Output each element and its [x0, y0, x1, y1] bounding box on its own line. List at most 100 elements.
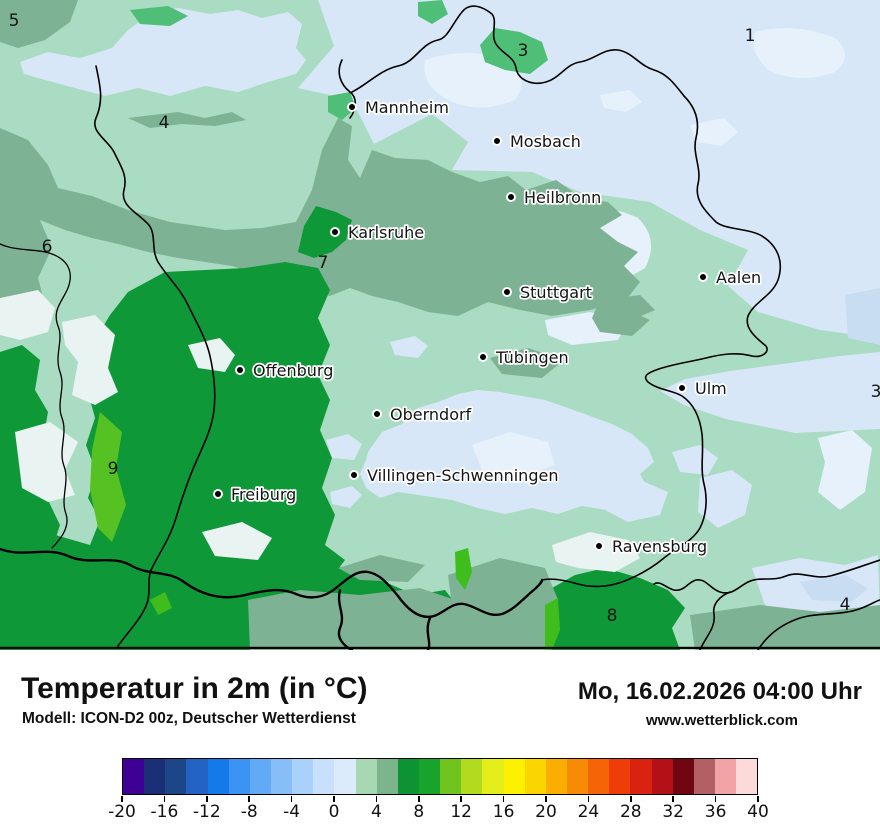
temperature-map-svg: Mannheim Mosbach Heilbronn Karlsruhe Aalen St…: [0, 0, 880, 650]
city-marker: Freiburg: [213, 483, 298, 506]
city-label: Villingen-Schwenningen: [367, 466, 558, 485]
border-rhine-french: [94, 65, 216, 647]
border-lake-south: [699, 591, 880, 650]
map-regions: [0, 0, 880, 650]
city-marker: Ulm: [677, 377, 728, 400]
legend-tick-label: 16: [492, 802, 515, 822]
legend-tick-label: 24: [577, 802, 600, 822]
city-label: Mannheim: [365, 98, 449, 117]
legend-segment: [144, 759, 166, 794]
temperature-colorbar: [122, 758, 758, 795]
legend-segment: [355, 759, 377, 794]
legend-tickmark: [375, 796, 378, 802]
city-marker: Stuttgart: [502, 281, 594, 304]
city-dot-icon: [594, 541, 604, 551]
border-bavaria: [541, 95, 782, 588]
legend-tick-label: -16: [150, 802, 179, 822]
city-label: Tübingen: [495, 348, 569, 367]
legend-segment: [545, 759, 567, 794]
city-label: Oberndorf: [390, 405, 472, 424]
weather-map: Mannheim Mosbach Heilbronn Karlsruhe Aalen St…: [0, 0, 880, 650]
legend-segment: [672, 759, 694, 794]
legend-segment: [524, 759, 546, 794]
temp-value-label: 3: [871, 382, 880, 402]
legend-tick-label: 40: [747, 802, 769, 822]
city-marker: Heilbronn: [506, 186, 603, 209]
city-marker: Oberndorf: [372, 403, 473, 426]
city-marker: Mosbach: [492, 130, 583, 153]
legend-segment: [566, 759, 589, 794]
city-label: Freiburg: [231, 485, 296, 504]
legend-segment: [313, 759, 335, 794]
legend-segment: [207, 759, 229, 794]
legend-tickmark: [248, 796, 250, 802]
legend-tickmark: [630, 796, 632, 802]
legend-segment: [165, 759, 187, 794]
temp-value-labels-layer: 5 4 3 1 6 7 9 8 3 4: [9, 11, 880, 626]
city-marker: Mannheim: [347, 96, 451, 119]
city-marker: Aalen: [698, 266, 763, 289]
legend-tickmark: [163, 796, 166, 802]
temp-value-label: 3: [518, 41, 529, 61]
website-url: www.wetterblick.com: [646, 712, 798, 729]
forecast-datetime: Mo, 16.02.2026 04:00 Uhr: [577, 678, 862, 705]
city-marker: Ravensburg: [594, 535, 709, 558]
legend-segment: [461, 759, 483, 794]
legend-tick-label: -20: [108, 802, 136, 822]
city-label: Aalen: [716, 268, 761, 287]
legend-tickmark: [714, 796, 717, 802]
city-dot-icon: [330, 227, 340, 237]
legend-tickmark: [418, 796, 420, 802]
legend-segment: [630, 759, 652, 794]
footer: Temperatur in 2m (in °C) Modell: ICON-D2…: [0, 650, 880, 830]
legend-tick-label: 36: [704, 802, 727, 822]
city-label: Heilbronn: [524, 188, 601, 207]
legend-tick-label: 32: [662, 802, 684, 822]
city-dot-icon: [506, 192, 516, 202]
legend-segment: [228, 759, 250, 794]
legend-tick-label: 4: [370, 802, 382, 822]
legend-tick-label: 8: [413, 802, 425, 822]
legend-segment: [418, 759, 441, 794]
border-lake-north: [653, 559, 880, 594]
legend-tick-label: 20: [535, 802, 557, 822]
city-label: Mosbach: [510, 132, 581, 151]
legend-tick-label: 28: [619, 802, 642, 822]
temp-value-label: 7: [318, 253, 329, 273]
legend-segment: [503, 759, 525, 794]
city-dot-icon: [478, 352, 488, 362]
legend-segment: [440, 759, 462, 794]
legend-tick-label: 12: [450, 802, 472, 822]
colorbar-ticks: -20 -16 -12 -8 -4 0 4 8 12 16 20 24 28 32 36 40: [108, 795, 769, 825]
city-marker: Villingen-Schwenningen: [349, 464, 560, 487]
legend-segment: [693, 759, 715, 794]
legend-tickmark: [545, 796, 547, 802]
map-borders: [0, 5, 880, 650]
legend-segment: [334, 759, 356, 794]
legend-tickmark: [757, 796, 759, 802]
city-label: Karlsruhe: [348, 223, 424, 242]
legend-tick-label: 0: [328, 802, 340, 822]
legend-segment: [186, 759, 208, 794]
city-label: Offenburg: [253, 361, 333, 380]
city-marker: Karlsruhe: [330, 221, 426, 244]
legend-segment: [736, 759, 758, 794]
legend-segment: [651, 759, 673, 794]
legend-tickmark: [460, 796, 462, 802]
city-label: Ulm: [695, 379, 727, 398]
temp-value-label: 6: [42, 237, 53, 257]
city-marker: Offenburg: [235, 359, 335, 382]
legend-segment: [123, 759, 145, 794]
page-title: Temperatur in 2m (in °C): [21, 672, 368, 705]
city-dot-icon: [213, 489, 223, 499]
temp-value-label: 5: [9, 11, 20, 31]
legend-segment: [588, 759, 610, 794]
legend-tick-label: -8: [240, 802, 258, 822]
city-dot-icon: [698, 272, 708, 282]
legend-tick-label: -4: [283, 802, 301, 822]
temp-value-label: 4: [159, 113, 170, 133]
legend-segment: [292, 759, 314, 794]
map-bottom-rule: [0, 646, 880, 649]
legend-segment: [270, 759, 293, 794]
city-dot-icon: [372, 409, 382, 419]
